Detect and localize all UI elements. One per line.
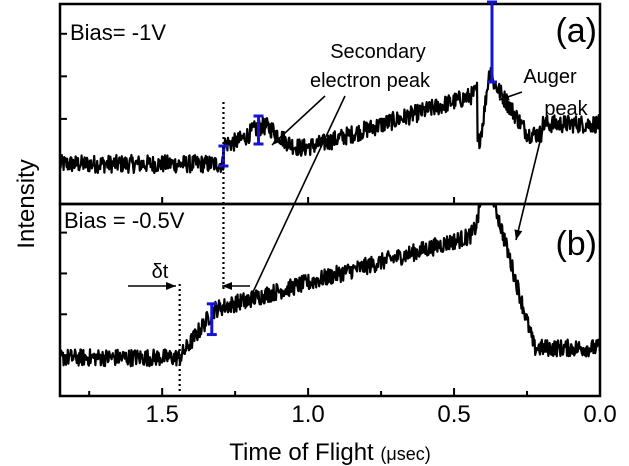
- x-axis-label: Time of Flight (μsec): [229, 439, 431, 466]
- x-tick-label: 1.5: [145, 401, 178, 428]
- x-tick-labels: 1.5 1.0 0.5 0.0: [145, 401, 616, 428]
- x-tick-label: 1.0: [291, 401, 324, 428]
- annotation-electron-peak: electron peak: [310, 70, 431, 92]
- annotation-auger: Auger: [523, 66, 577, 88]
- arrowhead: [166, 282, 176, 290]
- x-tick-label: 0.5: [437, 401, 470, 428]
- annotation-auger-peak: peak: [544, 98, 588, 120]
- x-tick-label: 0.0: [583, 401, 616, 428]
- annotation-delta-t: δt: [152, 261, 169, 283]
- panel-a-label: (a): [555, 12, 597, 50]
- panel-a-bias-label: Bias= -1V: [70, 20, 166, 45]
- arrow-secondary-a: [272, 96, 325, 145]
- y-axis-label: Intensity: [13, 159, 40, 248]
- panel-b-bias-label: Bias = -0.5V: [64, 208, 185, 233]
- panel-b-label: (b): [555, 225, 597, 263]
- annotation-secondary: Secondary: [330, 41, 426, 63]
